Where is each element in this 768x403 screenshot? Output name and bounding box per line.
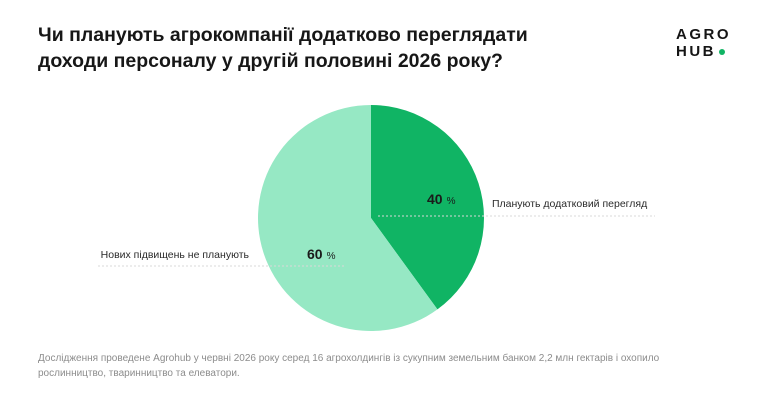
pie-slice-1 [371,105,485,310]
pie-slice-2 [258,105,438,331]
agrohub-logo: AGRO HUB [676,26,731,60]
slice-value-label-1: 40% [427,191,456,207]
slice-value-label-2: 60% [307,246,336,262]
slice-unit-2: % [327,251,336,262]
slice-value-2: 60 [307,246,323,262]
footnote-line-1: Дослідження проведене Agrohub у червні 2… [38,353,660,364]
footnote-line-2: рослинництво, тваринництво та елеватори. [38,367,240,379]
chart-title: Чи планують агрокомпанії додатково перег… [38,22,598,74]
title-line-2: доходи персоналу у другій половині 2026 … [38,50,503,72]
title-line-1: Чи планують агрокомпанії додатково перег… [38,24,528,46]
logo-dot-icon [719,49,725,55]
slice-value-1: 40 [427,191,443,207]
slice-unit-1: % [447,196,456,207]
logo-line-2: HUB [676,43,716,60]
footnote: Дослідження проведене Agrohub у червні 2… [38,352,728,381]
logo-line-1: AGRO [676,26,731,43]
slice-category-label-2: Нових підвищень не планують [101,249,250,261]
slice-category-label-1: Планують додатковий перегляд [492,198,647,210]
